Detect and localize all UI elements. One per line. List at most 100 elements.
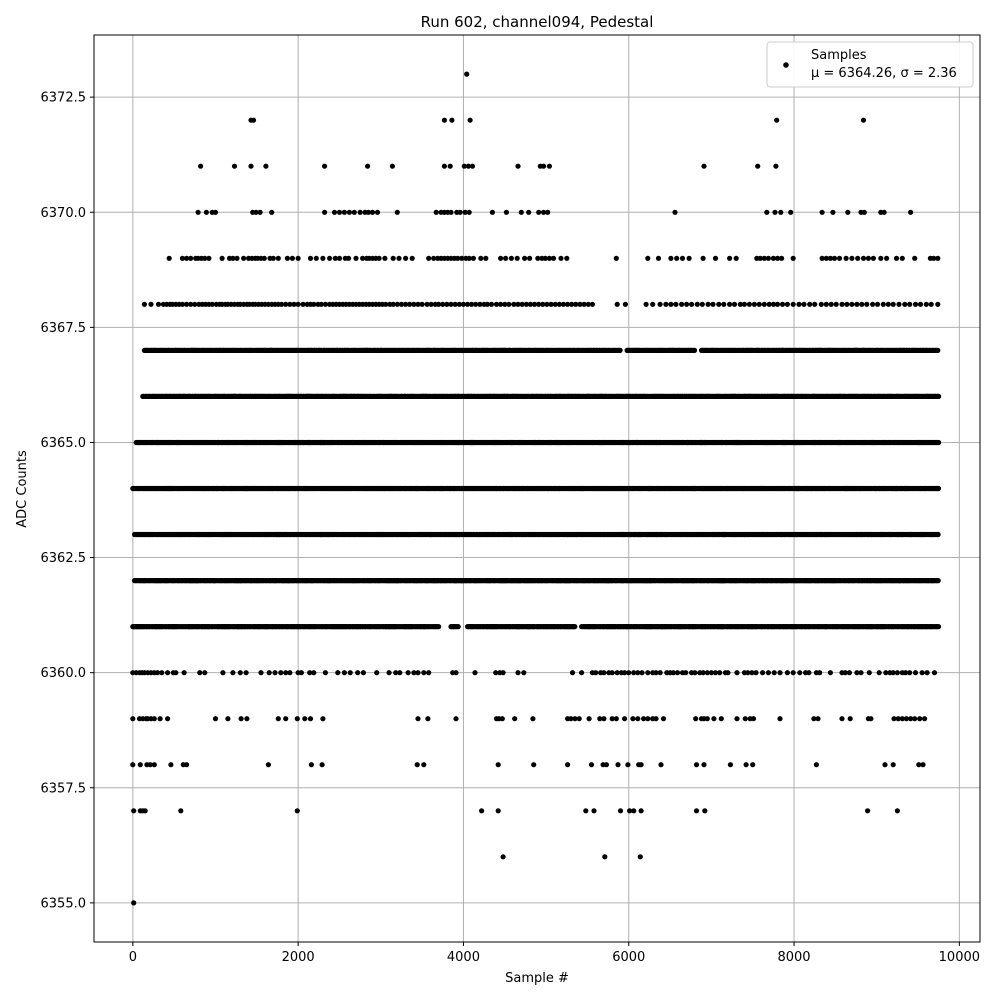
data-point: [839, 716, 845, 722]
data-point: [622, 716, 628, 722]
data-point: [603, 762, 610, 768]
data-point: [415, 670, 421, 676]
data-point: [717, 670, 723, 676]
data-point: [294, 808, 300, 814]
data-point: [899, 716, 905, 722]
data-point: [579, 670, 585, 676]
data-point: [283, 670, 289, 676]
data-point: [784, 670, 791, 676]
data-point: [693, 762, 700, 768]
data-point: [184, 762, 190, 768]
data-point: [220, 670, 226, 676]
data-point: [813, 762, 820, 768]
data-point: [635, 716, 641, 722]
data-point: [637, 854, 643, 860]
data-point: [197, 670, 203, 676]
data-point: [472, 670, 478, 676]
data-point: [935, 624, 942, 630]
data-point: [745, 670, 751, 676]
data-point: [131, 808, 137, 814]
data-point: [658, 762, 664, 768]
data-point: [311, 670, 317, 676]
data-point: [919, 670, 925, 676]
data-point: [319, 762, 325, 768]
data-point: [495, 808, 501, 814]
data-point: [393, 670, 399, 676]
data-point: [777, 716, 783, 722]
data-point: [903, 670, 909, 676]
data-point: [244, 716, 250, 722]
data-point: [147, 762, 153, 768]
data-point: [645, 716, 651, 722]
data-point: [609, 716, 615, 722]
data-point: [479, 808, 485, 814]
data-point: [597, 716, 603, 722]
data-point: [130, 716, 136, 722]
data-point: [734, 670, 740, 676]
data-point: [320, 716, 326, 722]
data-point: [275, 716, 281, 722]
data-point: [347, 670, 353, 676]
data-point: [355, 670, 361, 676]
data-point: [935, 578, 941, 584]
data-point: [641, 716, 647, 722]
data-point: [307, 670, 313, 676]
data-point: [674, 670, 681, 676]
data-point: [512, 716, 518, 722]
data-point: [894, 808, 901, 814]
data-point: [753, 670, 759, 676]
data-point: [572, 716, 578, 722]
data-point: [702, 808, 708, 814]
data-point: [436, 624, 442, 630]
data-point: [917, 716, 923, 722]
data-point: [693, 808, 700, 814]
data-point: [908, 716, 914, 722]
data-point: [583, 808, 589, 814]
data-point: [225, 716, 231, 722]
data-point: [500, 854, 506, 860]
data-point: [615, 762, 621, 768]
data-point: [811, 716, 817, 722]
data-point: [230, 670, 236, 676]
data-point: [614, 670, 620, 676]
data-point: [202, 670, 208, 676]
data-point: [586, 716, 592, 722]
data-point: [847, 716, 853, 722]
data-point: [660, 716, 667, 722]
data-point: [806, 670, 812, 676]
data-point: [704, 670, 710, 676]
data-point: [341, 670, 347, 676]
data-point: [237, 670, 243, 676]
data-point: [493, 670, 499, 676]
data-point: [894, 670, 901, 676]
data-point: [495, 762, 501, 768]
data-point: [565, 762, 571, 768]
data-point: [711, 716, 717, 722]
data-point: [790, 670, 796, 676]
data-point: [922, 716, 928, 722]
data-point: [631, 808, 637, 814]
data-point: [622, 670, 628, 676]
data-point: [868, 716, 874, 722]
data-point: [421, 670, 427, 676]
data-point: [415, 716, 421, 722]
data-point: [638, 762, 644, 768]
data-point: [797, 670, 803, 676]
data-point: [890, 670, 896, 676]
data-point: [936, 439, 942, 446]
data-point: [891, 716, 897, 722]
data-point: [760, 670, 766, 676]
data-point: [165, 716, 171, 722]
data-point: [858, 670, 864, 676]
data-point: [903, 716, 910, 722]
data-point: [453, 670, 459, 676]
data-point: [165, 670, 171, 676]
data-point: [645, 670, 651, 676]
data-point: [935, 485, 942, 492]
data-point: [712, 670, 719, 676]
data-point: [576, 716, 582, 722]
data-point: [308, 762, 314, 768]
data-point: [771, 670, 777, 676]
data-point: [521, 670, 527, 676]
data-point: [360, 670, 366, 676]
